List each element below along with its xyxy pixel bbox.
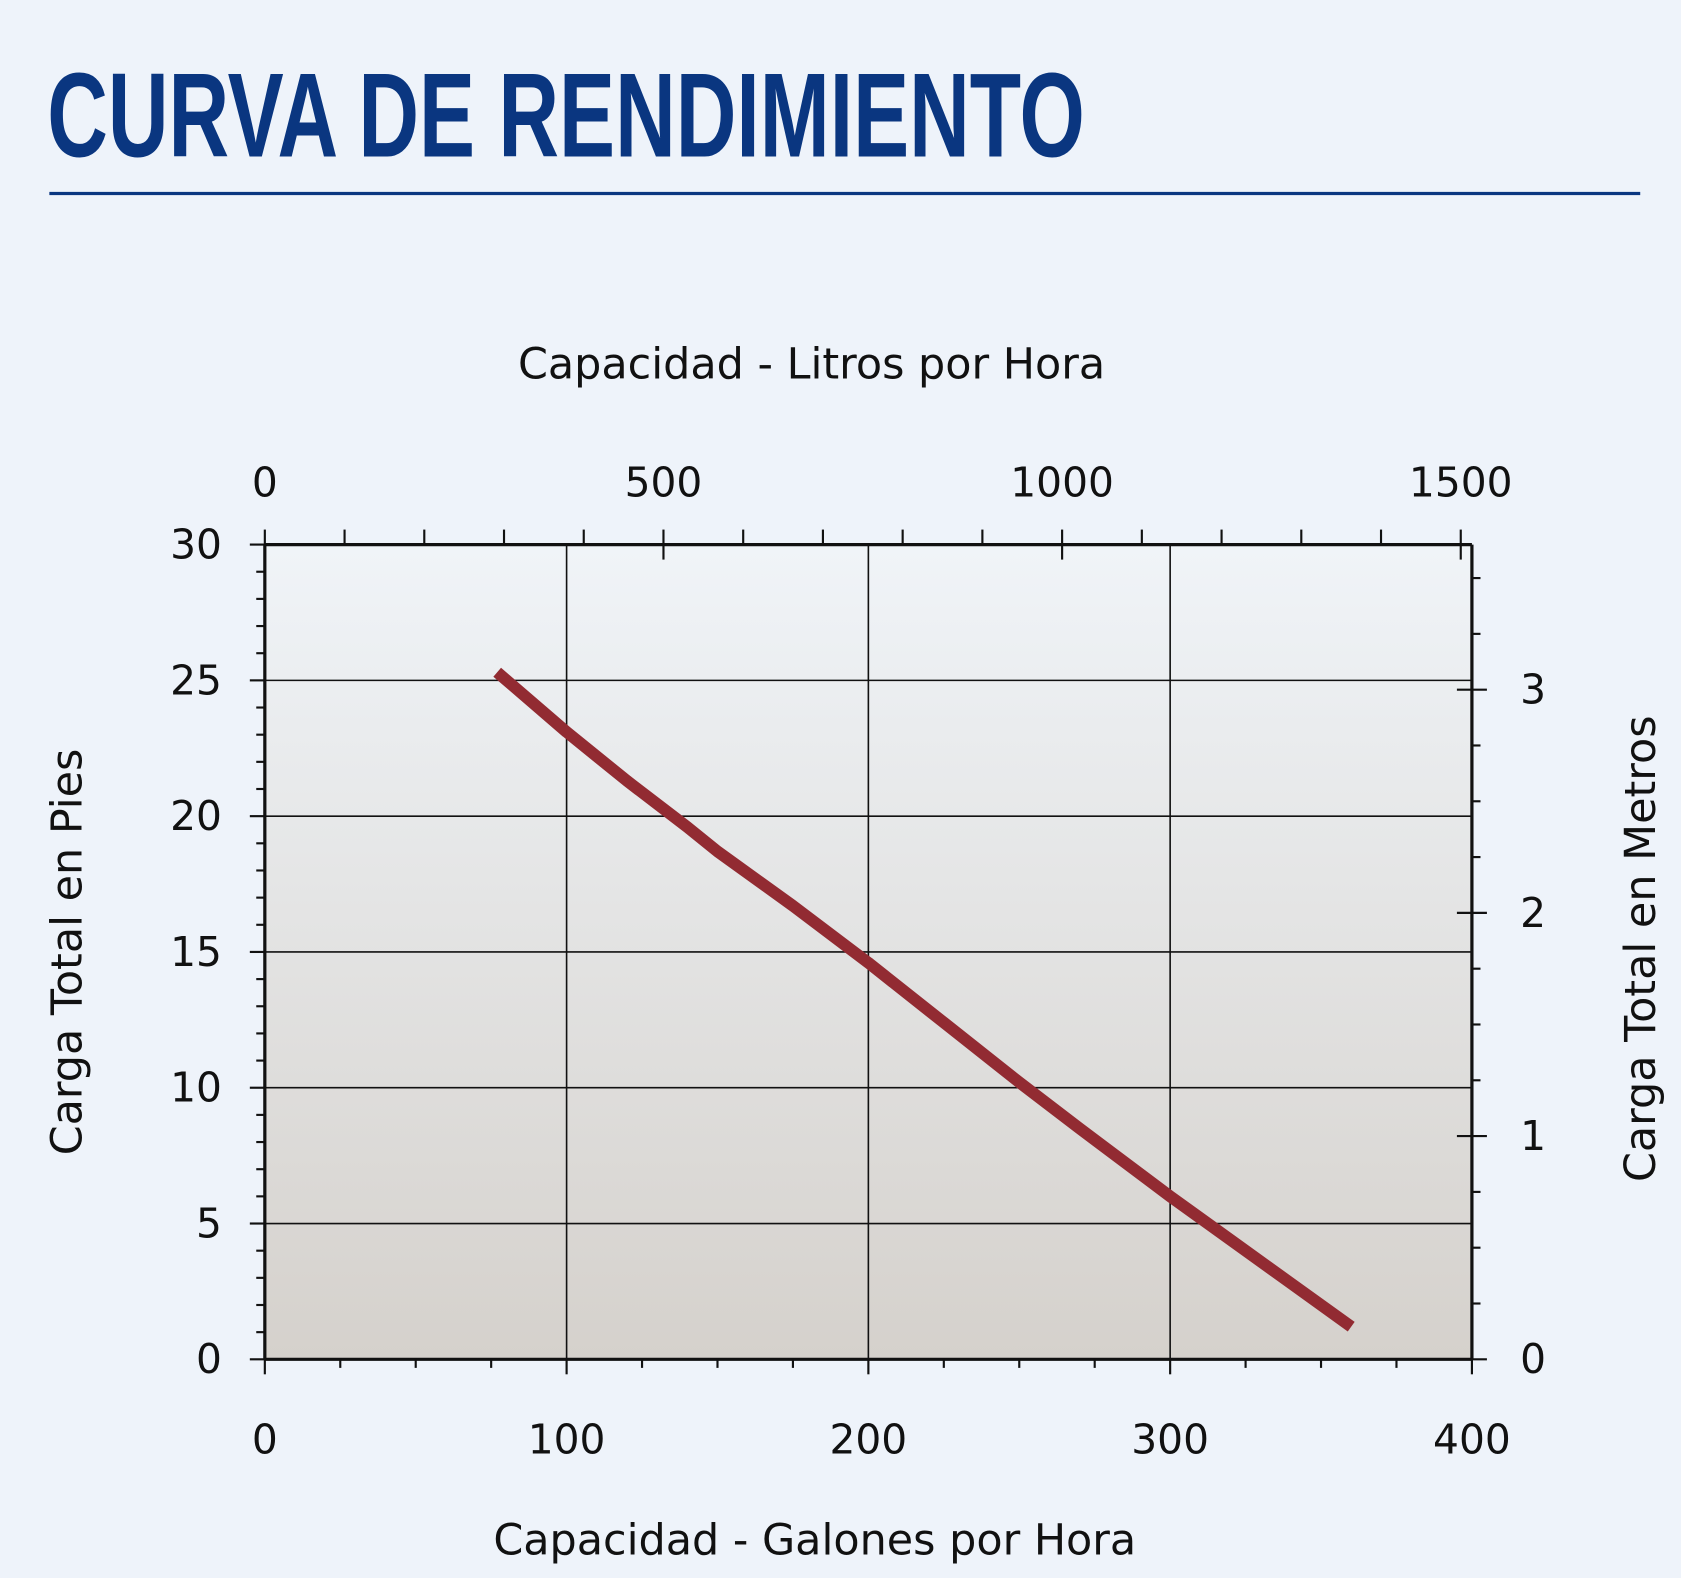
- y2-axis-label: Carga Total en Metros: [1616, 715, 1666, 1182]
- y-tick-label: 5: [196, 1199, 222, 1247]
- y2-tick-label: 2: [1520, 889, 1546, 937]
- x-axis-label: Capacidad - Galones por Hora: [493, 1515, 1136, 1565]
- x2-tick-label: 500: [625, 458, 703, 506]
- x-tick-label: 100: [528, 1416, 606, 1464]
- performance-curve-line: [493, 667, 1355, 1332]
- y-tick-label: 10: [170, 1064, 222, 1112]
- page-title: CURVA DE RENDIMIENTO: [47, 49, 1085, 183]
- y-tick-label: 20: [170, 792, 222, 840]
- y-tick-label: 0: [196, 1335, 222, 1383]
- y-axis-label: Carga Total en Pies: [43, 749, 93, 1156]
- y2-tick-label: 0: [1520, 1335, 1546, 1383]
- x-tick-label: 300: [1131, 1416, 1209, 1464]
- y2-tick-label: 1: [1520, 1112, 1546, 1160]
- x-tick-label: 400: [1433, 1416, 1511, 1464]
- y2-tick-label: 3: [1520, 666, 1546, 714]
- y-tick-label: 25: [170, 656, 222, 704]
- y-tick-label: 15: [170, 928, 222, 976]
- x2-axis-label: Capacidad - Litros por Hora: [518, 339, 1105, 389]
- title-underline: [49, 191, 1641, 196]
- x2-tick-label: 1000: [1010, 458, 1114, 506]
- x-tick-label: 200: [830, 1416, 908, 1464]
- x2-tick-label: 0: [252, 458, 278, 506]
- y-tick-label: 30: [170, 521, 222, 569]
- x-tick-label: 0: [252, 1416, 278, 1464]
- x2-tick-label: 1500: [1409, 458, 1513, 506]
